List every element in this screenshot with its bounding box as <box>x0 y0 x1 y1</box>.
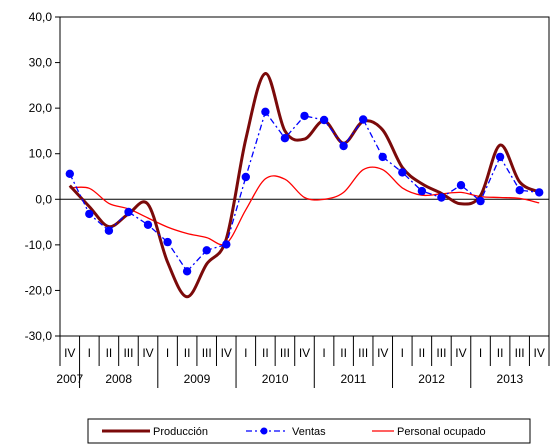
data-point-ventas <box>222 240 231 249</box>
legend-marker-ventas <box>260 427 268 435</box>
quarter-label: I <box>244 346 247 360</box>
series-line-ventas <box>69 111 540 272</box>
y-tick-label: -30,0 <box>25 329 53 343</box>
year-label: 2011 <box>340 372 366 386</box>
quarter-label: IV <box>64 346 75 360</box>
quarter-label: I <box>166 346 169 360</box>
quarter-label: I <box>322 346 325 360</box>
legend: Producción Ventas Personal ocupado <box>87 418 531 444</box>
data-point-ventas <box>202 246 211 255</box>
quarter-label: II <box>262 346 269 360</box>
series-layer <box>65 71 544 299</box>
year-label: 2009 <box>184 372 211 386</box>
legend-label-produccion: Producción <box>153 426 208 438</box>
x-axis: IV I II III IV I II III IV I II III IV I II III IV I II III… <box>56 336 550 388</box>
quarter-label: II <box>497 346 504 360</box>
quarter-label: III <box>515 346 525 360</box>
y-axis: -30,0 -20,0 -10,0 0,0 10,0 20,0 30,0 40,0 <box>25 10 60 343</box>
quarter-label: IV <box>377 346 388 360</box>
year-label: 2010 <box>262 372 289 386</box>
year-label: 2007 <box>56 372 83 386</box>
plot-border <box>59 16 550 337</box>
series-line-personal-ocupado <box>69 166 540 246</box>
data-point-ventas <box>143 220 153 229</box>
year-label: 2013 <box>497 372 524 386</box>
plot-area <box>59 16 550 337</box>
quarter-label: IV <box>455 346 466 360</box>
y-tick-label: -10,0 <box>25 238 53 252</box>
legend-label-personal-ocupado: Personal ocupado <box>397 426 486 438</box>
data-point-ventas <box>280 134 290 143</box>
quarter-label: III <box>436 346 446 360</box>
quarter-label: IV <box>299 346 310 360</box>
data-point-ventas <box>319 115 329 125</box>
quarter-label: II <box>340 346 347 360</box>
y-tick-label: 10,0 <box>29 147 53 161</box>
data-point-ventas <box>182 267 192 276</box>
data-point-ventas <box>65 169 75 178</box>
data-point-ventas <box>456 181 466 190</box>
quarter-label: I <box>401 346 404 360</box>
legend-label-ventas: Ventas <box>292 426 326 438</box>
quarter-label: II <box>106 346 113 360</box>
data-point-ventas <box>241 172 250 182</box>
data-point-ventas <box>378 152 387 162</box>
data-point-ventas <box>261 107 270 117</box>
quarter-label: II <box>419 346 426 360</box>
data-point-ventas <box>163 237 172 247</box>
quarter-label: III <box>202 346 212 360</box>
data-point-ventas <box>124 207 133 217</box>
data-point-ventas <box>535 188 544 197</box>
year-label: 2008 <box>105 372 132 386</box>
quarter-label: IV <box>534 346 545 360</box>
quarter-label: I <box>88 346 91 360</box>
quarter-label: II <box>184 346 191 360</box>
legend-box <box>87 418 531 444</box>
quarter-label: IV <box>142 346 153 360</box>
y-tick-label: 30,0 <box>29 56 53 70</box>
quarter-label: III <box>123 346 133 360</box>
y-tick-label: 40,0 <box>29 10 53 24</box>
data-point-ventas <box>437 193 446 202</box>
data-point-ventas <box>417 186 427 196</box>
quarter-label: III <box>280 346 290 360</box>
series-line-produccion <box>68 71 540 299</box>
y-tick-label: -20,0 <box>25 283 53 297</box>
quarter-label: IV <box>221 346 232 360</box>
data-point-ventas <box>104 226 114 235</box>
quarter-label: I <box>479 346 482 360</box>
data-point-ventas <box>85 209 94 219</box>
data-point-ventas <box>300 111 309 121</box>
data-point-ventas <box>476 196 485 206</box>
data-point-ventas <box>495 152 505 162</box>
data-point-ventas <box>515 186 524 195</box>
quarter-label: III <box>358 346 368 360</box>
y-tick-label: 20,0 <box>29 101 53 115</box>
data-point-ventas <box>339 141 348 151</box>
y-tick-label: 0,0 <box>35 192 52 206</box>
year-label: 2012 <box>418 372 445 386</box>
data-point-ventas <box>359 115 368 124</box>
data-point-ventas <box>398 168 407 177</box>
